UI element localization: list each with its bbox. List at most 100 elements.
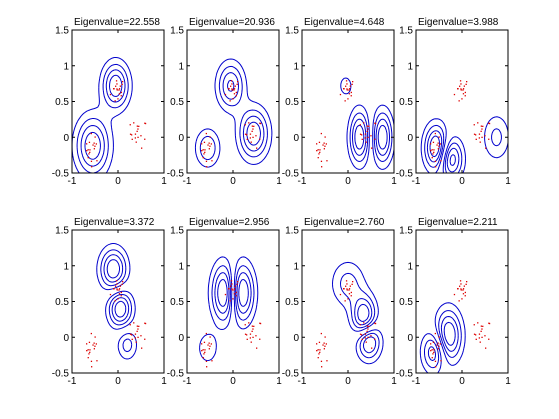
panel-8: -1 0 1 -0.5 0 0.5 1 1.5 Eigenvalue=2.211 (396, 217, 511, 387)
data-point (481, 128, 483, 130)
data-point (93, 342, 95, 344)
data-point (437, 342, 439, 344)
contour-line (100, 249, 133, 353)
y-tick-label: 1 (178, 261, 184, 272)
y-tick-label: 0.5 (55, 297, 69, 308)
data-point (367, 128, 369, 130)
contour-line (217, 279, 228, 307)
contour-line (440, 316, 459, 352)
data-point (230, 85, 232, 87)
data-point (350, 291, 352, 294)
point-group (86, 280, 147, 368)
y-tick-label: 0 (63, 133, 69, 144)
data-point (478, 133, 481, 135)
data-point (231, 89, 233, 91)
data-point (317, 149, 319, 151)
data-point (204, 349, 206, 351)
contour-line (377, 124, 388, 150)
data-point (433, 351, 435, 353)
data-point (479, 141, 481, 143)
data-point (488, 138, 490, 140)
data-point (343, 88, 345, 90)
data-point (201, 143, 203, 145)
contour-line (429, 135, 440, 158)
data-point (209, 336, 211, 338)
data-point (134, 137, 136, 139)
data-point (203, 353, 205, 355)
data-point (244, 333, 247, 335)
data-point (464, 95, 466, 97)
panel-5: -1 0 1 -0.5 0 0.5 1 1.5 Eigenvalue=3.372 (52, 217, 167, 387)
data-point (361, 138, 363, 140)
data-point (91, 366, 93, 368)
data-point (252, 136, 254, 138)
data-point (366, 125, 368, 127)
contour-group (340, 77, 394, 170)
data-point (478, 337, 480, 339)
data-point (119, 85, 121, 87)
data-point (363, 122, 365, 124)
data-point (318, 153, 320, 155)
x-tick-label: 1 (161, 176, 167, 187)
data-point (250, 141, 252, 143)
x-tick-label: -1 (298, 376, 307, 387)
data-point (368, 325, 370, 327)
data-point (488, 322, 491, 325)
data-point (249, 337, 251, 339)
data-point (364, 337, 366, 339)
contour-line (218, 65, 268, 158)
data-point (361, 334, 363, 336)
data-point (87, 349, 89, 351)
y-tick-label: 0.5 (399, 97, 413, 108)
data-point (346, 89, 348, 91)
contour-line (449, 154, 456, 166)
data-point (465, 283, 467, 285)
y-tick-label: 1.5 (285, 226, 299, 237)
data-point (361, 338, 363, 340)
contour-line (420, 116, 508, 173)
data-point (131, 138, 133, 140)
y-tick-label: 1 (407, 61, 413, 72)
data-point (233, 93, 236, 95)
data-point (371, 147, 373, 149)
data-point (249, 137, 251, 139)
data-point (118, 288, 121, 290)
data-point (136, 125, 138, 127)
data-point (204, 149, 206, 151)
x-tick-label: -1 (412, 176, 421, 187)
data-point (374, 322, 376, 324)
data-point (322, 344, 324, 346)
data-point (135, 341, 137, 343)
data-point (317, 349, 319, 351)
data-point (229, 300, 231, 302)
data-point (326, 160, 328, 162)
data-point (326, 360, 328, 362)
data-point (464, 291, 466, 294)
data-point (461, 98, 463, 100)
data-point (465, 83, 467, 85)
panel-2: -1 0 1 -0.5 0 0.5 1 1.5 Eigenvalue=20.936 (167, 17, 282, 187)
data-point (480, 325, 482, 327)
data-point (473, 133, 476, 135)
data-point (202, 357, 204, 359)
data-point (141, 147, 143, 149)
panel-title: Eigenvalue=3.372 (74, 217, 155, 228)
data-point (371, 347, 373, 349)
data-point (370, 335, 372, 337)
y-tick-label: 0 (178, 333, 184, 344)
data-point (434, 132, 436, 135)
data-point (316, 150, 318, 152)
contour-line (214, 58, 273, 165)
y-tick-label: 1 (293, 61, 299, 72)
contour-group (194, 58, 273, 168)
data-point (430, 143, 432, 145)
data-point (232, 98, 234, 100)
data-point (203, 341, 206, 343)
data-point (436, 344, 438, 346)
data-point (434, 160, 437, 162)
x-tick-label: -1 (183, 376, 192, 387)
data-point (345, 285, 347, 287)
data-point (477, 322, 479, 324)
data-point (462, 89, 464, 91)
contour-line (375, 118, 390, 156)
